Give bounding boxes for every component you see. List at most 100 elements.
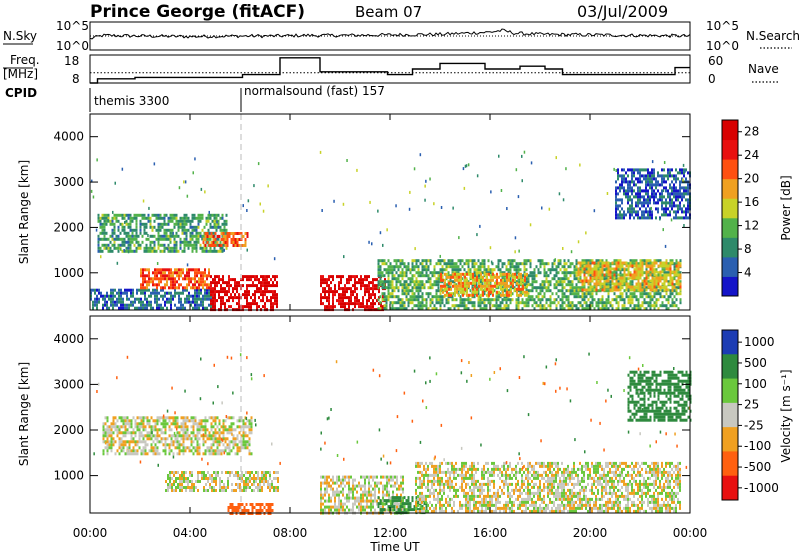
heatmap-cell — [500, 293, 502, 297]
heatmap-cell — [166, 306, 168, 310]
heatmap-cell — [131, 249, 134, 253]
heatmap-cell — [182, 419, 185, 423]
heatmap-cell — [383, 259, 386, 263]
heatmap-cell — [151, 228, 154, 232]
heatmap-cell — [589, 259, 592, 263]
heatmap-cell — [178, 274, 180, 278]
heatmap-cell — [131, 228, 134, 232]
heatmap-cell — [184, 274, 186, 278]
heatmap-cell — [131, 219, 134, 223]
heatmap-cell — [675, 195, 677, 199]
heatmap-cell — [498, 154, 500, 158]
heatmap-cell — [130, 300, 132, 304]
heatmap-cell — [274, 284, 276, 288]
heatmap-cell — [403, 304, 406, 308]
heatmap-cell — [204, 288, 206, 292]
heatmap-cell — [187, 246, 190, 250]
heatmap-cell — [527, 280, 530, 284]
heatmap-cell — [198, 277, 200, 281]
heatmap-cell — [587, 273, 590, 277]
heatmap-cell — [157, 222, 160, 226]
heatmap-cell — [326, 284, 328, 288]
heatmap-cell — [183, 222, 186, 226]
heatmap-cell — [460, 281, 462, 285]
heatmap-cell — [671, 207, 673, 211]
heatmap-cell — [621, 183, 623, 187]
heatmap-cell — [623, 189, 625, 193]
heatmap-cell — [198, 428, 201, 432]
heatmap-cell — [522, 287, 524, 291]
heatmap-cell — [146, 274, 148, 278]
heatmap-cell — [220, 290, 222, 294]
heatmap-cell — [174, 288, 176, 292]
heatmap-cell — [97, 219, 100, 223]
heatmap-cell — [176, 437, 179, 441]
heatmap-cell — [204, 238, 207, 241]
heatmap-cell — [555, 274, 558, 278]
heatmap-cell — [431, 271, 434, 275]
heatmap-cell — [236, 241, 239, 244]
heatmap-cell — [168, 271, 170, 275]
heatmap-cell — [631, 180, 633, 184]
heatmap-cell — [180, 416, 183, 420]
heatmap-cell — [673, 289, 676, 293]
heatmap-cell — [166, 277, 168, 281]
heatmap-cell — [159, 222, 162, 226]
heatmap-cell — [617, 213, 619, 217]
heatmap-cell — [583, 261, 586, 265]
heatmap-cell — [639, 180, 641, 184]
heatmap-cell — [665, 276, 668, 280]
heatmap-cell — [223, 222, 226, 226]
heatmap-cell — [144, 303, 146, 307]
heatmap-cell — [118, 437, 121, 441]
heatmap-cell — [164, 419, 167, 423]
heatmap-cell — [169, 237, 172, 241]
heatmap-cell — [187, 219, 190, 223]
heatmap-cell — [188, 434, 191, 438]
heatmap-cell — [178, 431, 181, 435]
heatmap-cell — [358, 305, 360, 309]
heatmap-cell — [569, 307, 572, 311]
heatmap-cell — [671, 301, 674, 305]
heatmap-cell — [225, 219, 228, 223]
heatmap-cell — [435, 289, 438, 293]
heatmap-cell — [649, 171, 651, 175]
heatmap-cell — [597, 282, 600, 286]
heatmap-cell — [196, 431, 199, 435]
heatmap-cell — [455, 283, 458, 287]
heatmap-cell — [611, 286, 614, 290]
heatmap-cell — [557, 277, 560, 281]
heatmap-cell — [543, 283, 546, 287]
heatmap-cell — [395, 307, 398, 311]
heatmap-cell — [328, 290, 330, 294]
heatmap-cell — [101, 213, 104, 217]
heatmap-cell — [687, 183, 689, 187]
heatmap-cell — [160, 416, 163, 420]
heatmap-cell — [591, 295, 594, 299]
heatmap-cell — [112, 443, 115, 447]
heatmap-cell — [595, 270, 598, 274]
heatmap-cell — [601, 264, 604, 268]
heatmap-cell — [647, 213, 649, 217]
heatmap-cell — [116, 303, 118, 307]
heatmap-cell — [491, 262, 494, 266]
heatmap-cell — [192, 300, 194, 304]
heatmap-cell — [599, 307, 602, 311]
heatmap-cell — [587, 286, 590, 290]
heatmap-cell — [518, 272, 520, 276]
heatmap-cell — [230, 241, 233, 244]
heatmap-cell — [214, 419, 217, 423]
heatmap-cell — [512, 275, 514, 279]
heatmap-cell — [140, 306, 142, 310]
heatmap-cell — [106, 431, 109, 435]
heatmap-cell — [193, 216, 196, 220]
heatmap-cell — [120, 425, 123, 429]
velocity-heatmap — [93, 352, 692, 515]
heatmap-cell — [605, 267, 608, 271]
heatmap-cell — [529, 271, 532, 275]
heatmap-cell — [504, 281, 506, 285]
heatmap-cell — [198, 280, 200, 284]
heatmap-cell — [663, 210, 665, 214]
heatmap-cell — [451, 295, 454, 299]
heatmap-cell — [107, 243, 110, 247]
